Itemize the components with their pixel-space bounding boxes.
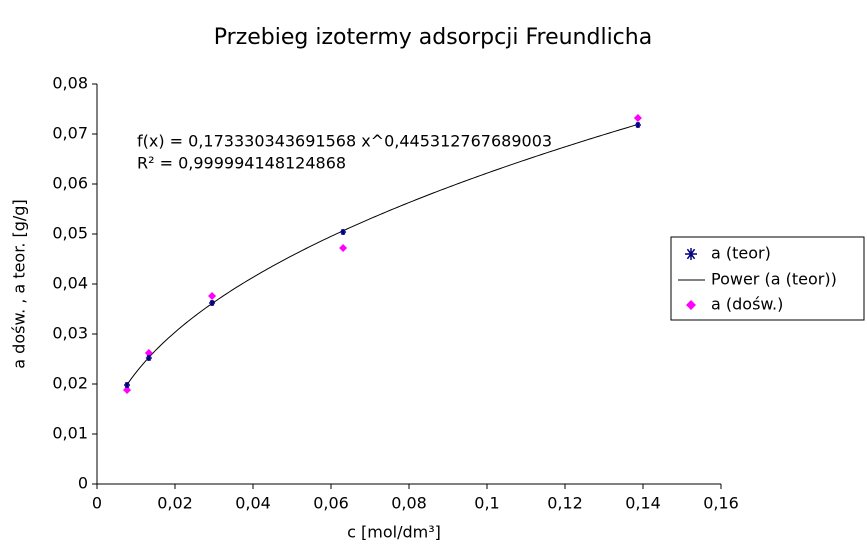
legend-box	[670, 236, 865, 321]
y-tick-label: 0,03	[52, 324, 88, 343]
x-tick-label: 0,08	[391, 494, 427, 513]
chart-title: Przebieg izotermy adsorpcji Freundlicha	[214, 25, 652, 50]
x-tick-label: 0,06	[313, 494, 349, 513]
x-tick-label: 0	[92, 494, 102, 513]
y-tick-label: 0,02	[52, 374, 88, 393]
y-tick-label: 0,06	[52, 174, 88, 193]
y-tick-label: 0,01	[52, 424, 88, 443]
y-axis-label: a dośw. , a teor. [g/g]	[10, 199, 29, 368]
y-tick-label: 0	[78, 474, 88, 493]
x-tick-label: 0,16	[703, 494, 739, 513]
x-tick-label: 0,14	[625, 494, 661, 513]
y-tick-label: 0,04	[52, 274, 88, 293]
legend-swatch	[685, 248, 697, 260]
x-tick-label: 0,1	[474, 494, 499, 513]
point	[145, 355, 152, 361]
point	[144, 349, 153, 357]
y-tick-label: 0,08	[52, 74, 88, 93]
point	[634, 122, 641, 128]
x-axis-label: c [mol/dm³]	[347, 523, 441, 542]
point	[208, 292, 217, 300]
point	[124, 382, 131, 388]
legend-label: a (teor)	[711, 244, 771, 263]
point	[123, 386, 132, 394]
legend-label: Power (a (teor))	[711, 270, 837, 289]
y-tick-label: 0,05	[52, 224, 88, 243]
trend-equation: f(x) = 0,173330343691568 x^0,44531276768…	[137, 132, 552, 151]
y-tick-label: 0,07	[52, 124, 88, 143]
x-tick-label: 0,02	[157, 494, 193, 513]
x-tick-label: 0,04	[235, 494, 271, 513]
point	[633, 114, 642, 122]
point	[209, 300, 216, 306]
legend-label: a (dośw.)	[711, 295, 783, 314]
x-tick-label: 0,12	[547, 494, 583, 513]
point	[339, 244, 348, 252]
legend-swatch	[686, 300, 696, 310]
point	[340, 229, 347, 235]
trend-r-squared: R² = 0,999994148124868	[137, 154, 346, 173]
